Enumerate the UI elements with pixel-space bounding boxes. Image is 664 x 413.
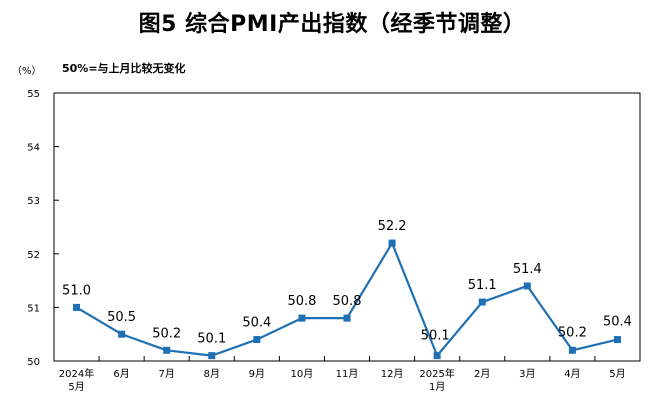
x-tick-label: 9月 — [249, 368, 265, 380]
data-label: 50.2 — [152, 326, 181, 341]
data-label: 50.8 — [287, 294, 316, 309]
data-label: 51.4 — [513, 262, 542, 277]
x-tick-label: 8月 — [204, 368, 220, 380]
x-tick-label: 7月 — [159, 368, 175, 380]
y-unit-label: （%） — [12, 66, 42, 77]
data-point — [568, 346, 576, 354]
data-point — [343, 314, 351, 322]
data-point — [478, 298, 486, 306]
baseline-note: 50%=与上月比较无变化 — [62, 62, 186, 75]
data-point — [388, 239, 396, 247]
data-point — [118, 330, 126, 338]
data-label: 50.1 — [197, 332, 226, 347]
x-tick-label: 4月 — [564, 368, 580, 380]
data-label: 50.2 — [558, 325, 587, 340]
data-label: 50.4 — [242, 316, 271, 331]
y-tick-label: 52 — [27, 250, 40, 261]
data-label: 50.4 — [603, 315, 632, 330]
data-label: 51.1 — [468, 278, 497, 293]
y-tick-label: 53 — [27, 196, 40, 207]
data-point — [613, 336, 621, 344]
data-label: 51.0 — [62, 283, 91, 298]
data-point — [163, 346, 171, 354]
x-tick-label: 2025年 1月 — [419, 367, 454, 393]
data-point — [208, 352, 216, 360]
data-label: 50.5 — [107, 310, 136, 325]
x-tick-label: 2024年 5月 — [59, 367, 94, 393]
data-point — [523, 282, 531, 290]
x-tick-label: 12月 — [381, 368, 404, 380]
x-tick-label: 10月 — [291, 368, 314, 380]
data-point — [73, 303, 81, 311]
y-tick-label: 50 — [27, 357, 40, 368]
data-label: 50.8 — [333, 294, 362, 309]
y-tick-label: 55 — [27, 89, 40, 100]
x-tick-label: 11月 — [336, 368, 359, 380]
x-tick-label: 2月 — [474, 368, 490, 380]
data-point — [298, 314, 306, 322]
y-tick-label: 54 — [27, 143, 40, 154]
plot-frame — [53, 92, 641, 362]
x-tick-label: 5月 — [609, 368, 625, 380]
chart-title: 图5 综合PMI产出指数（经季节调整） — [138, 12, 526, 37]
data-label: 50.1 — [421, 329, 450, 344]
data-point — [253, 336, 261, 344]
x-tick-label: 3月 — [519, 368, 535, 380]
x-tick-label: 6月 — [113, 368, 129, 380]
data-point — [433, 352, 441, 360]
y-tick-label: 51 — [27, 303, 40, 314]
data-label: 52.2 — [378, 219, 407, 234]
